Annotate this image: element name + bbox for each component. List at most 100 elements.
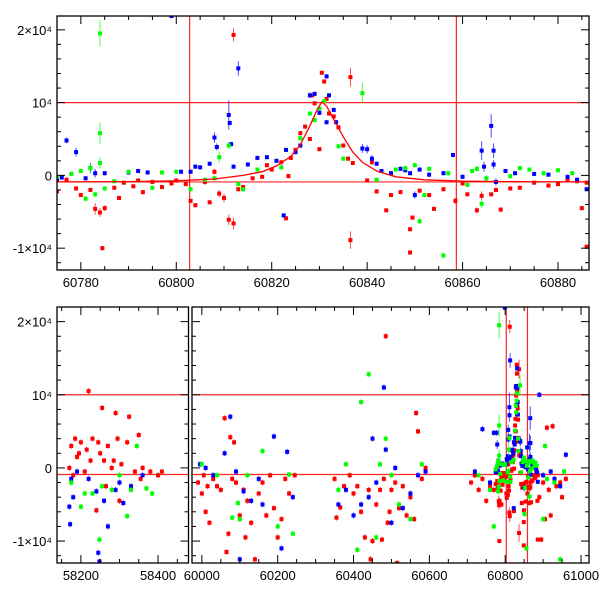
blue-data-point <box>388 171 393 176</box>
green-data-point <box>474 166 479 171</box>
x-tick-label: 60860 <box>444 275 480 290</box>
blue-data-point <box>102 498 107 503</box>
red-data-point <box>131 184 136 189</box>
red-data-point <box>558 480 563 485</box>
green-data-point <box>129 487 134 492</box>
green-data-point <box>83 196 88 201</box>
red-data-point <box>207 200 212 205</box>
red-data-point <box>287 491 292 496</box>
blue-data-point <box>495 442 500 447</box>
green-data-point <box>117 473 122 478</box>
red-data-point <box>389 487 394 492</box>
red-data-point <box>284 216 289 221</box>
red-data-point <box>374 189 379 194</box>
green-data-point <box>484 176 489 181</box>
blue-data-point <box>102 171 107 176</box>
blue-data-point <box>548 469 553 474</box>
red-data-point <box>537 495 542 500</box>
red-data-point <box>370 539 375 544</box>
red-data-point <box>288 155 293 160</box>
red-data-point <box>84 447 89 452</box>
green-data-point <box>126 169 131 174</box>
red-data-point <box>138 476 143 481</box>
green-data-point <box>508 174 513 179</box>
green-data-point <box>217 155 222 160</box>
red-data-point <box>472 473 477 478</box>
blue-data-point <box>359 502 364 507</box>
blue-data-point <box>93 171 98 176</box>
red-data-point <box>136 178 141 183</box>
blue-data-point <box>214 145 219 150</box>
green-data-point <box>366 372 371 377</box>
blue-data-point <box>312 91 317 96</box>
green-data-point <box>279 165 284 170</box>
blue-data-point <box>169 16 174 18</box>
green-data-point <box>378 462 383 467</box>
red-data-point <box>156 473 161 478</box>
blue-data-point <box>534 467 539 472</box>
red-data-point <box>76 451 81 456</box>
red-data-point <box>415 429 420 434</box>
red-data-point <box>398 190 403 195</box>
blue-data-point <box>518 449 523 454</box>
y-tick-label: 10⁴ <box>32 96 52 111</box>
green-data-point <box>109 487 114 492</box>
red-data-point <box>119 462 124 467</box>
red-data-point <box>71 473 76 478</box>
blue-data-point <box>511 440 516 445</box>
green-data-point <box>506 447 511 452</box>
red-data-point <box>159 185 164 190</box>
green-data-point <box>533 460 538 465</box>
red-data-point <box>127 414 132 419</box>
red-data-point <box>113 411 118 416</box>
red-data-point <box>260 480 265 485</box>
red-data-point <box>112 185 117 190</box>
red-data-point <box>584 244 589 249</box>
red-data-point <box>489 192 494 197</box>
red-data-point <box>514 393 519 398</box>
blue-data-point <box>260 502 265 507</box>
blue-data-point <box>334 120 339 125</box>
red-data-point <box>221 195 226 200</box>
red-data-point <box>417 188 422 193</box>
red-data-point <box>256 491 261 496</box>
blue-data-point <box>67 504 72 509</box>
blue-data-point <box>212 135 217 140</box>
red-data-point <box>136 433 141 437</box>
blue-data-point <box>317 110 322 115</box>
red-data-point <box>555 182 560 187</box>
green-data-point <box>497 423 502 428</box>
blue-data-point <box>233 469 238 474</box>
blue-data-point <box>129 484 134 489</box>
x-tick-label: 60800 <box>487 568 523 583</box>
green-data-point <box>235 501 240 506</box>
green-data-point <box>408 517 413 522</box>
red-data-point <box>441 187 446 192</box>
red-data-point <box>264 513 269 518</box>
red-data-point <box>579 206 584 211</box>
green-data-point <box>495 489 500 494</box>
red-data-point <box>362 535 367 540</box>
red-data-point <box>408 250 413 255</box>
red-data-point <box>541 480 546 485</box>
blue-data-point <box>408 491 413 496</box>
blue-data-point <box>94 489 99 494</box>
blue-data-point <box>563 452 568 457</box>
green-data-point <box>527 468 532 473</box>
red-data-point <box>231 32 236 37</box>
red-data-point <box>514 362 519 367</box>
green-data-point <box>513 428 518 433</box>
green-data-point <box>524 463 529 468</box>
x-tick-label: 60840 <box>349 275 385 290</box>
blue-data-point <box>117 480 122 485</box>
blue-data-point <box>479 148 484 153</box>
blue-data-point <box>512 442 517 447</box>
green-data-point <box>417 219 422 224</box>
green-data-point <box>514 410 519 415</box>
red-data-point <box>528 500 533 505</box>
green-data-point <box>69 171 74 176</box>
red-data-point <box>493 187 498 192</box>
red-data-point <box>268 473 273 478</box>
green-data-point <box>509 460 514 465</box>
red-data-point <box>387 509 392 514</box>
